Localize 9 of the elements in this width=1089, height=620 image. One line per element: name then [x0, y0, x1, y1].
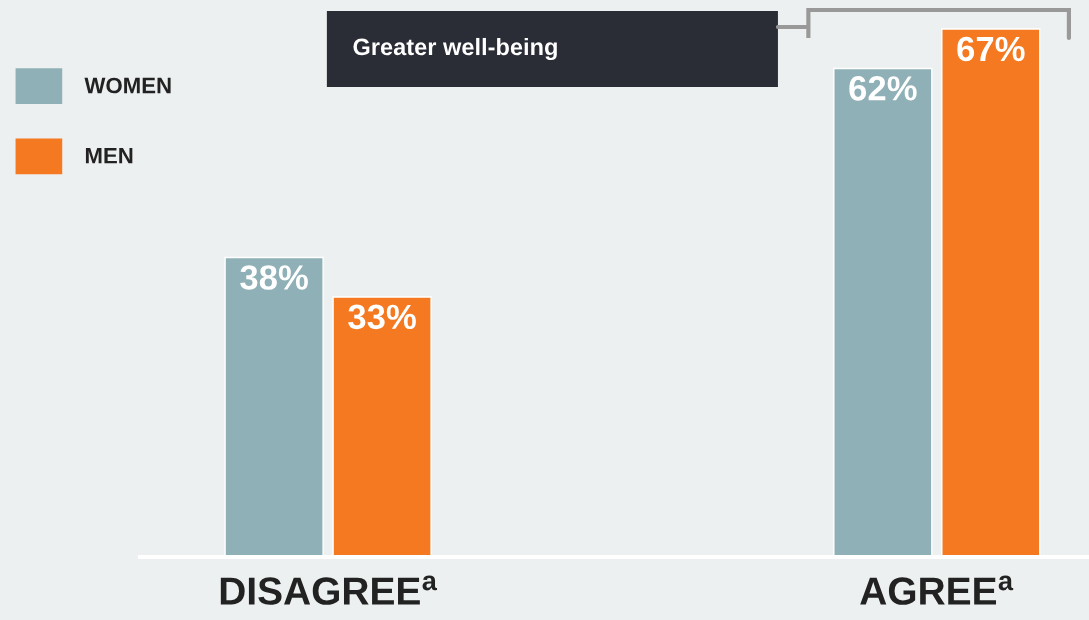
data-label: 67% — [957, 36, 1025, 62]
x-tick-label: AGREE$^{a}$ — [860, 575, 1014, 605]
data-label: 33% — [348, 304, 416, 330]
data-label: 62% — [849, 76, 917, 101]
x-tick-label: DISAGREE$^{a}$ — [220, 575, 438, 605]
annotation: Greater well-being — [353, 37, 557, 61]
legend-label: MEN — [85, 148, 133, 164]
legend-label: WOMEN — [84, 77, 171, 94]
data-label: 38% — [240, 265, 308, 290]
